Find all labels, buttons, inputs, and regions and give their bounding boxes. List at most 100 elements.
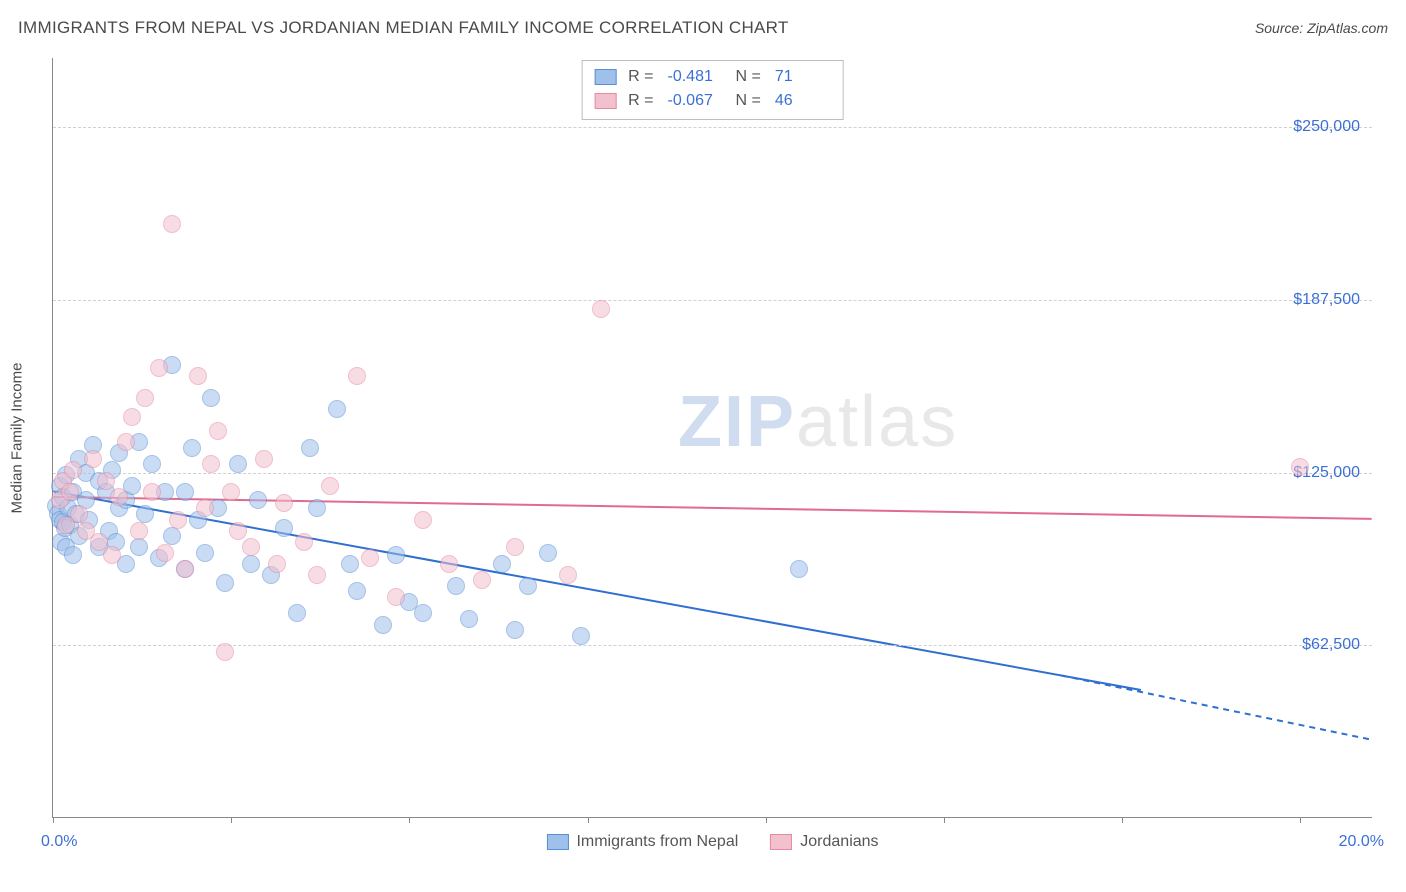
data-point-nepal	[196, 544, 214, 562]
swatch-nepal	[594, 69, 616, 85]
data-point-jordan	[202, 455, 220, 473]
data-point-jordan	[361, 549, 379, 567]
data-point-nepal	[341, 555, 359, 573]
regression-lines	[53, 58, 1372, 817]
data-point-jordan	[209, 422, 227, 440]
data-point-jordan	[473, 571, 491, 589]
chart-title: IMMIGRANTS FROM NEPAL VS JORDANIAN MEDIA…	[18, 18, 789, 38]
data-point-nepal	[64, 546, 82, 564]
data-point-nepal	[242, 555, 260, 573]
series-legend: Immigrants from Nepal Jordanians	[546, 833, 878, 851]
data-point-jordan	[176, 560, 194, 578]
data-point-nepal	[176, 483, 194, 501]
data-point-jordan	[110, 488, 128, 506]
data-point-jordan	[143, 483, 161, 501]
data-point-jordan	[229, 522, 247, 540]
r-value-nepal: -0.481	[668, 65, 724, 89]
xtick	[944, 817, 945, 823]
data-point-jordan	[268, 555, 286, 573]
swatch-jordan	[594, 93, 616, 109]
data-point-jordan	[196, 499, 214, 517]
data-point-jordan	[592, 300, 610, 318]
data-point-nepal	[328, 400, 346, 418]
legend-label-jordan: Jordanians	[800, 833, 878, 851]
data-point-nepal	[202, 389, 220, 407]
xtick	[1122, 817, 1123, 823]
data-point-jordan	[136, 389, 154, 407]
data-point-nepal	[249, 491, 267, 509]
data-point-nepal	[519, 577, 537, 595]
ytick-label: $250,000	[1293, 118, 1360, 136]
regression-line-dash-nepal	[1062, 676, 1372, 740]
data-point-jordan	[117, 433, 135, 451]
ytick-label: $187,500	[1293, 291, 1360, 309]
data-point-nepal	[572, 627, 590, 645]
data-point-jordan	[130, 522, 148, 540]
yaxis-title: Median Family Income	[9, 362, 26, 513]
gridline	[53, 127, 1372, 128]
data-point-nepal	[414, 604, 432, 622]
data-point-nepal	[229, 455, 247, 473]
watermark: ZIPatlas	[678, 381, 958, 463]
stats-legend: R = -0.481 N = 71 R = -0.067 N = 46	[581, 60, 844, 120]
data-point-jordan	[348, 367, 366, 385]
legend-item-nepal: Immigrants from Nepal	[546, 833, 738, 851]
data-point-jordan	[103, 546, 121, 564]
n-value-jordan: 46	[775, 89, 831, 113]
gridline	[53, 473, 1372, 474]
data-point-nepal	[387, 546, 405, 564]
xtick	[588, 817, 589, 823]
swatch-jordan	[770, 834, 792, 850]
data-point-nepal	[308, 499, 326, 517]
data-point-jordan	[275, 494, 293, 512]
swatch-nepal	[546, 834, 568, 850]
data-point-jordan	[156, 544, 174, 562]
source-credit: Source: ZipAtlas.com	[1255, 20, 1388, 36]
data-point-nepal	[130, 538, 148, 556]
watermark-atlas: atlas	[796, 382, 958, 462]
n-label: N =	[736, 65, 761, 89]
data-point-jordan	[559, 566, 577, 584]
data-point-jordan	[64, 461, 82, 479]
xtick	[53, 817, 54, 823]
data-point-jordan	[387, 588, 405, 606]
watermark-zip: ZIP	[678, 382, 796, 462]
data-point-nepal	[539, 544, 557, 562]
source-value: ZipAtlas.com	[1307, 20, 1388, 36]
plot-area: Median Family Income ZIPatlas R = -0.481…	[52, 58, 1372, 818]
ytick-label: $62,500	[1302, 636, 1360, 654]
data-point-jordan	[222, 483, 240, 501]
data-point-jordan	[1291, 458, 1309, 476]
data-point-jordan	[150, 359, 168, 377]
data-point-jordan	[308, 566, 326, 584]
data-point-jordan	[295, 533, 313, 551]
stats-row-jordan: R = -0.067 N = 46	[594, 89, 831, 113]
data-point-nepal	[301, 439, 319, 457]
data-point-jordan	[163, 215, 181, 233]
data-point-nepal	[288, 604, 306, 622]
data-point-jordan	[97, 472, 115, 490]
xtick	[1300, 817, 1301, 823]
data-point-nepal	[348, 582, 366, 600]
data-point-jordan	[255, 450, 273, 468]
data-point-jordan	[242, 538, 260, 556]
data-point-nepal	[493, 555, 511, 573]
data-point-jordan	[189, 367, 207, 385]
xaxis-max-label: 20.0%	[1339, 833, 1384, 851]
data-point-jordan	[414, 511, 432, 529]
xtick	[231, 817, 232, 823]
data-point-nepal	[374, 616, 392, 634]
data-point-nepal	[460, 610, 478, 628]
source-label: Source:	[1255, 20, 1303, 36]
data-point-jordan	[61, 483, 79, 501]
data-point-jordan	[123, 408, 141, 426]
gridline	[53, 300, 1372, 301]
stats-row-nepal: R = -0.481 N = 71	[594, 65, 831, 89]
data-point-nepal	[136, 505, 154, 523]
n-label: N =	[736, 89, 761, 113]
title-bar: IMMIGRANTS FROM NEPAL VS JORDANIAN MEDIA…	[18, 18, 1388, 38]
data-point-jordan	[169, 511, 187, 529]
data-point-jordan	[321, 477, 339, 495]
data-point-nepal	[275, 519, 293, 537]
data-point-jordan	[506, 538, 524, 556]
